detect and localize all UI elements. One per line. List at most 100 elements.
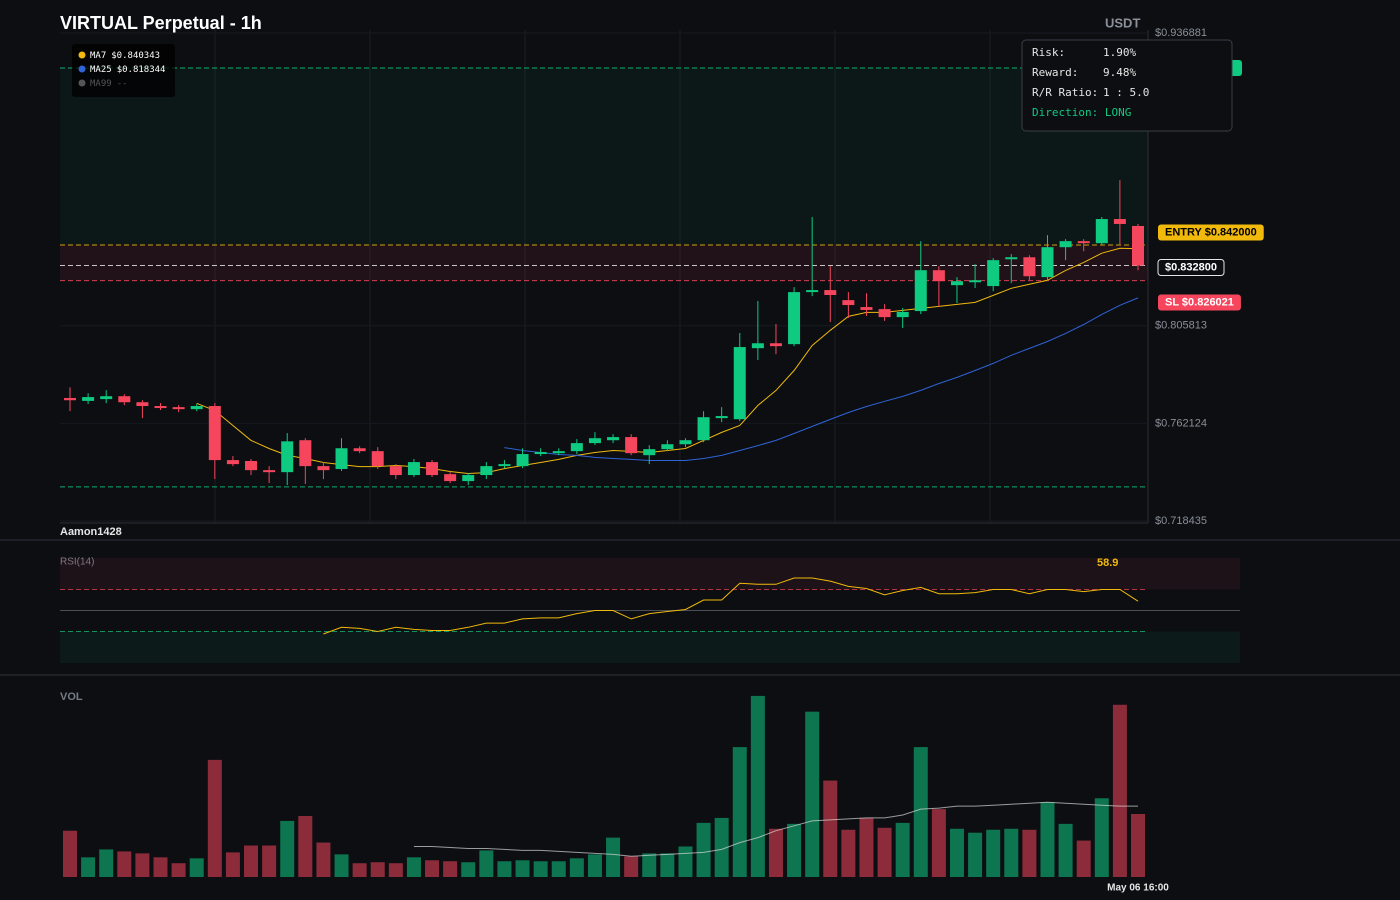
volume-bar [207,759,222,877]
volume-bar [316,842,331,877]
candle-body [751,343,764,349]
info-direction: Direction: LONG [1032,106,1131,119]
volume-bar [99,849,114,877]
candle-body [1132,225,1144,266]
candle-body [950,281,963,286]
watermark: Aamon1428 [60,526,122,538]
candle-body [842,300,855,306]
info-value: 1 : 5.0 [1103,86,1149,99]
rsi-line [323,577,1139,635]
candle-body [136,402,149,407]
info-label: Risk: [1032,46,1065,59]
candle-body [444,474,457,482]
candle-body [643,449,656,456]
volume-bar [334,854,349,877]
candle-body [788,292,801,345]
candle-body [769,343,782,347]
candle-body [1113,219,1126,224]
candle-body [878,309,891,318]
candle-body [371,451,384,467]
legend-entry: MA25 $0.818344 [90,65,165,75]
candle-body [679,440,692,445]
candle-body [1023,257,1036,277]
candle-body [987,260,1000,287]
volume-bar [1076,840,1091,877]
info-value: 9.48% [1103,66,1136,79]
volume-bar [1094,798,1109,877]
volume-bar [968,832,983,877]
candle-body [245,460,258,471]
volume-bar [352,863,367,877]
price-zone [60,68,1148,245]
candle-body [226,460,239,465]
volume-bar [642,853,657,877]
y-tick-label: $0.762124 [1155,417,1207,429]
volume-bar [388,863,403,877]
volume-bar [895,822,910,877]
legend-dot [78,79,86,87]
y-tick-label: $0.718435 [1155,515,1207,527]
volume-bar [280,820,295,877]
volume-bar [1004,828,1019,877]
candle-body [1041,247,1054,278]
candle-body [154,406,167,409]
candle-body [281,441,294,473]
layer-marks: $0.718435 $0.762124 $0.805813 $0.936881 ENTR… [60,27,1264,894]
candle-body [932,270,945,282]
volume-bar [244,845,259,877]
candle-body [100,396,113,400]
candle-body [426,462,439,476]
volume-bar [262,845,277,877]
legend-dot [78,51,86,59]
volume-ma-line [413,801,1138,857]
volume-bar [678,846,693,877]
rsi-zone [60,558,1240,590]
volume-bar [949,828,964,877]
legend-name: MA25 [90,65,112,75]
candle-body [407,462,420,476]
candle-body [552,451,565,454]
candle-body [969,280,982,283]
volume-bar [298,815,313,877]
info-box: Risk: 1.90% Reward: 9.48% R/R Ratio: 1 :… [1021,39,1233,132]
ma-line [504,297,1139,461]
candle-body [516,454,529,467]
volume-bar [225,852,240,877]
volume-bar [732,747,747,877]
candle-body [914,270,927,312]
candle-body [806,290,819,293]
volume-bar [153,857,168,877]
volume-bar [1131,814,1145,877]
legend-value: -- [117,79,128,89]
price-tag [1158,224,1264,241]
legend-value: $0.818344 [117,65,166,75]
y-tick-label: $0.936881 [1155,27,1207,39]
volume-bar [606,837,621,877]
volume-bar [986,829,1001,877]
candle-body [190,406,203,410]
volume-bar [931,809,946,877]
volume-bar [443,861,458,877]
candle-body [570,443,583,452]
volume-bar [479,850,494,877]
volume-bar [569,858,584,877]
candle-body [462,475,475,482]
price-zone [60,244,1148,281]
legend-dot [78,65,86,73]
candle-body [697,417,710,441]
candle-body [172,407,185,410]
volume-bar [1112,704,1127,877]
candle-body [263,470,276,473]
price-tag-label: SL $0.826021 [1165,296,1234,308]
info-label: R/R Ratio: [1032,86,1098,99]
ma-legend: MA7 $0.840343 MA25 $0.818344 MA99 -- [72,44,175,97]
candle-body [715,416,728,419]
candle-body [625,437,638,454]
volume-bar [787,823,802,877]
price-tag-label: ENTRY $0.842000 [1165,226,1257,238]
volume-bar [913,747,928,877]
info-label: Reward: [1032,66,1078,79]
volume-bar [551,861,566,877]
